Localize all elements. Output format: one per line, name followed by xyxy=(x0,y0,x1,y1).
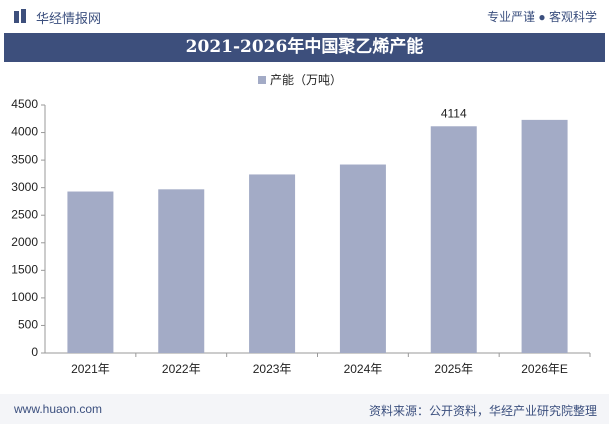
x-tick-label: 2025年 xyxy=(434,362,473,376)
website: www.huaon.com xyxy=(14,402,103,416)
y-tick-label: 2500 xyxy=(11,207,38,221)
legend-swatch xyxy=(258,76,266,84)
bar xyxy=(339,164,386,353)
logo xyxy=(14,9,26,23)
y-tick-label: 3500 xyxy=(11,152,38,166)
bar xyxy=(67,191,114,353)
y-tick-label: 3000 xyxy=(11,180,38,194)
y-tick-label: 0 xyxy=(31,345,38,359)
footer: www.huaon.com 资料来源：公开资料，华经产业研究院整理 xyxy=(0,394,609,424)
y-tick-label: 1000 xyxy=(11,290,38,304)
x-tick-label: 2023年 xyxy=(253,362,292,376)
x-tick-label: 2024年 xyxy=(344,362,383,376)
x-tick-label: 2022年 xyxy=(162,362,201,376)
source: 资料来源：公开资料，华经产业研究院整理 xyxy=(368,404,597,418)
y-tick-label: 4000 xyxy=(11,125,38,139)
bar xyxy=(158,189,205,353)
bar xyxy=(249,174,296,353)
y-tick-label: 1500 xyxy=(11,263,38,277)
chart-title: 2021-2026年中国聚乙烯产能 xyxy=(4,33,605,62)
y-tick-label: 4500 xyxy=(11,97,38,111)
x-tick-label: 2021年 xyxy=(71,362,110,376)
y-tick-label: 500 xyxy=(18,318,38,332)
slogan: 专业严谨 ● 客观科学 xyxy=(487,10,597,24)
brand: 华经情报网 xyxy=(36,11,102,26)
y-tick-label: 2000 xyxy=(11,235,38,249)
legend-label: 产能（万吨） xyxy=(270,73,342,87)
chart: 产能（万吨） 0 500 1000 1500 2000 2500 3000 3500 4000 45… xyxy=(11,73,591,376)
x-tick-label: 2026年E xyxy=(521,362,568,376)
bar xyxy=(430,126,477,353)
value-label: 4114 xyxy=(441,106,467,120)
bar xyxy=(521,119,568,353)
header: 华经情报网 专业严谨 ● 客观科学 xyxy=(0,0,609,32)
